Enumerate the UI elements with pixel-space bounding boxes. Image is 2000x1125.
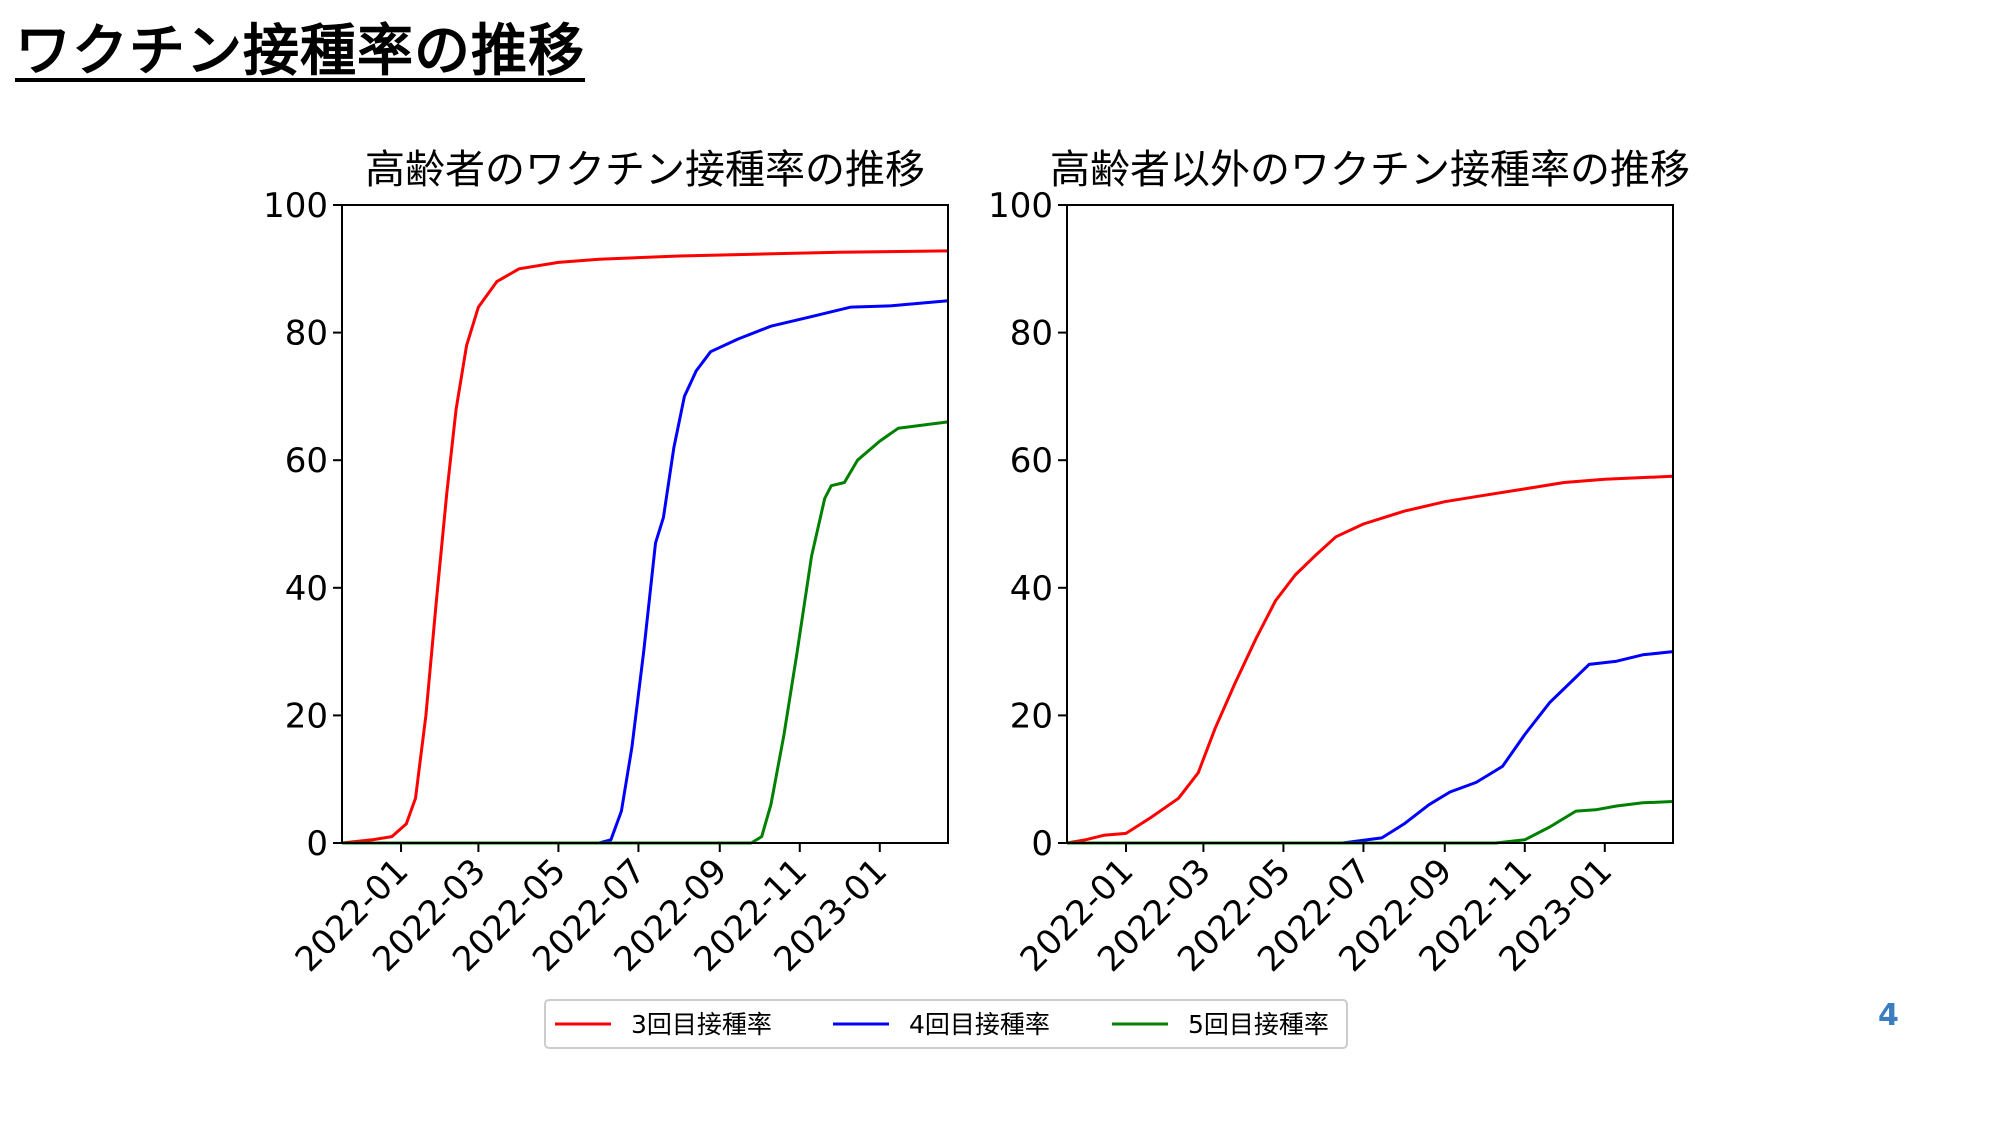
y-tick-label: 60 xyxy=(1010,441,1053,481)
legend-label-3: 3回目接種率 xyxy=(631,1010,772,1039)
y-tick-label: 0 xyxy=(306,824,328,864)
y-tick-label: 20 xyxy=(1010,696,1053,736)
y-tick-label: 100 xyxy=(263,186,328,226)
series-line-3th-dose xyxy=(341,249,949,845)
page-number: 4 xyxy=(1878,998,1899,1033)
y-tick-label: 0 xyxy=(1031,824,1053,864)
chart-title: 高齢者のワクチン接種率の推移 xyxy=(365,147,925,193)
y-tick-label: 100 xyxy=(988,186,1053,226)
chart-panel-1: 0204060801002022-012022-032022-052022-07… xyxy=(263,147,949,980)
series-line-4th-dose xyxy=(342,299,949,845)
series-line-5th-dose xyxy=(1067,800,1674,845)
series-line-5th-dose xyxy=(342,420,949,845)
legend-label-5: 5回目接種率 xyxy=(1188,1010,1329,1039)
y-tick-label: 20 xyxy=(285,696,328,736)
slide-title: ワクチン接種率の推移 xyxy=(15,19,585,84)
series-line-4th-dose xyxy=(1067,650,1674,845)
plot-frame xyxy=(1066,204,1674,844)
y-tick-label: 80 xyxy=(285,314,328,354)
charts-area: 0204060801002022-012022-032022-052022-07… xyxy=(263,147,1690,980)
series-line-3th-dose xyxy=(1066,474,1674,845)
legend: 3回目接種率 4回目接種率 5回目接種率 xyxy=(544,999,1348,1049)
y-tick-label: 80 xyxy=(1010,314,1053,354)
plot-frame xyxy=(341,204,949,844)
chart-title: 高齢者以外のワクチン接種率の推移 xyxy=(1050,147,1690,193)
y-tick-label: 60 xyxy=(285,441,328,481)
y-tick-label: 40 xyxy=(285,569,328,609)
legend-label-4: 4回目接種率 xyxy=(909,1010,1050,1039)
y-tick-label: 40 xyxy=(1010,569,1053,609)
legend-box xyxy=(544,999,1348,1049)
chart-panel-2: 0204060801002022-012022-032022-052022-07… xyxy=(988,147,1690,980)
